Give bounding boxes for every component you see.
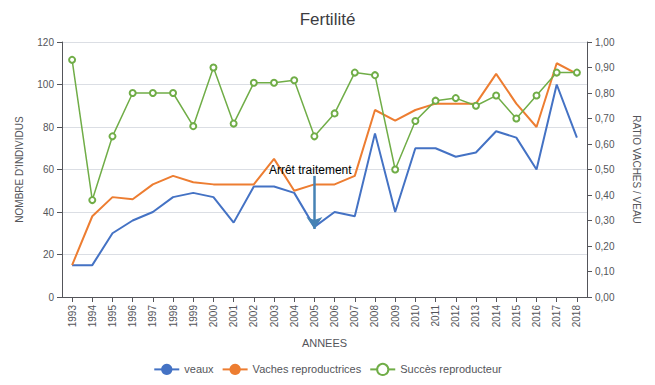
svg-text:Vaches reproductrices: Vaches reproductrices <box>253 363 362 375</box>
svg-text:2017: 2017 <box>551 305 562 328</box>
svg-text:NOMBRE D'INDIVIDUS: NOMBRE D'INDIVIDUS <box>14 116 25 223</box>
svg-text:2012: 2012 <box>450 305 461 328</box>
svg-text:2000: 2000 <box>208 305 219 328</box>
svg-text:2001: 2001 <box>228 305 239 328</box>
svg-text:0,80: 0,80 <box>595 88 615 99</box>
svg-text:2006: 2006 <box>329 305 340 328</box>
svg-text:0,30: 0,30 <box>595 215 615 226</box>
svg-text:0,40: 0,40 <box>595 190 615 201</box>
svg-text:2014: 2014 <box>491 305 502 328</box>
svg-text:2018: 2018 <box>571 305 582 328</box>
svg-text:0,60: 0,60 <box>595 139 615 150</box>
svg-text:0,50: 0,50 <box>595 164 615 175</box>
svg-text:0,10: 0,10 <box>595 266 615 277</box>
svg-text:0,70: 0,70 <box>595 113 615 124</box>
svg-text:0: 0 <box>48 292 54 303</box>
svg-text:1,00: 1,00 <box>595 37 615 48</box>
svg-text:2008: 2008 <box>369 305 380 328</box>
svg-text:2016: 2016 <box>531 305 542 328</box>
svg-text:veaux: veaux <box>184 363 214 375</box>
svg-text:1996: 1996 <box>127 305 138 328</box>
svg-text:1994: 1994 <box>87 305 98 328</box>
svg-text:2005: 2005 <box>309 305 320 328</box>
svg-text:RATIO VACHES / VEAU: RATIO VACHES / VEAU <box>631 115 642 224</box>
svg-text:2002: 2002 <box>248 305 259 328</box>
svg-text:0,00: 0,00 <box>595 292 615 303</box>
svg-text:40: 40 <box>43 207 55 218</box>
svg-text:Arrêt traitement: Arrêt traitement <box>269 163 352 177</box>
svg-text:1997: 1997 <box>147 305 158 328</box>
svg-text:2011: 2011 <box>430 305 441 327</box>
svg-text:2004: 2004 <box>289 305 300 328</box>
svg-text:0,90: 0,90 <box>595 62 615 73</box>
svg-text:2009: 2009 <box>390 305 401 328</box>
svg-text:2015: 2015 <box>511 305 522 328</box>
svg-text:1999: 1999 <box>188 305 199 328</box>
svg-text:20: 20 <box>43 249 55 260</box>
svg-text:120: 120 <box>37 37 54 48</box>
svg-text:1998: 1998 <box>168 305 179 328</box>
svg-text:1993: 1993 <box>67 305 78 328</box>
svg-text:80: 80 <box>43 122 55 133</box>
svg-text:1995: 1995 <box>107 305 118 328</box>
svg-text:2003: 2003 <box>269 305 280 328</box>
svg-text:60: 60 <box>43 164 55 175</box>
svg-text:100: 100 <box>37 79 54 90</box>
svg-text:ANNEES: ANNEES <box>302 337 347 349</box>
svg-text:Succès reproducteur: Succès reproducteur <box>400 363 502 375</box>
svg-text:2013: 2013 <box>470 305 481 328</box>
svg-text:0,20: 0,20 <box>595 241 615 252</box>
svg-text:Fertilité: Fertilité <box>300 10 356 29</box>
svg-text:2007: 2007 <box>349 305 360 328</box>
svg-text:2010: 2010 <box>410 305 421 328</box>
